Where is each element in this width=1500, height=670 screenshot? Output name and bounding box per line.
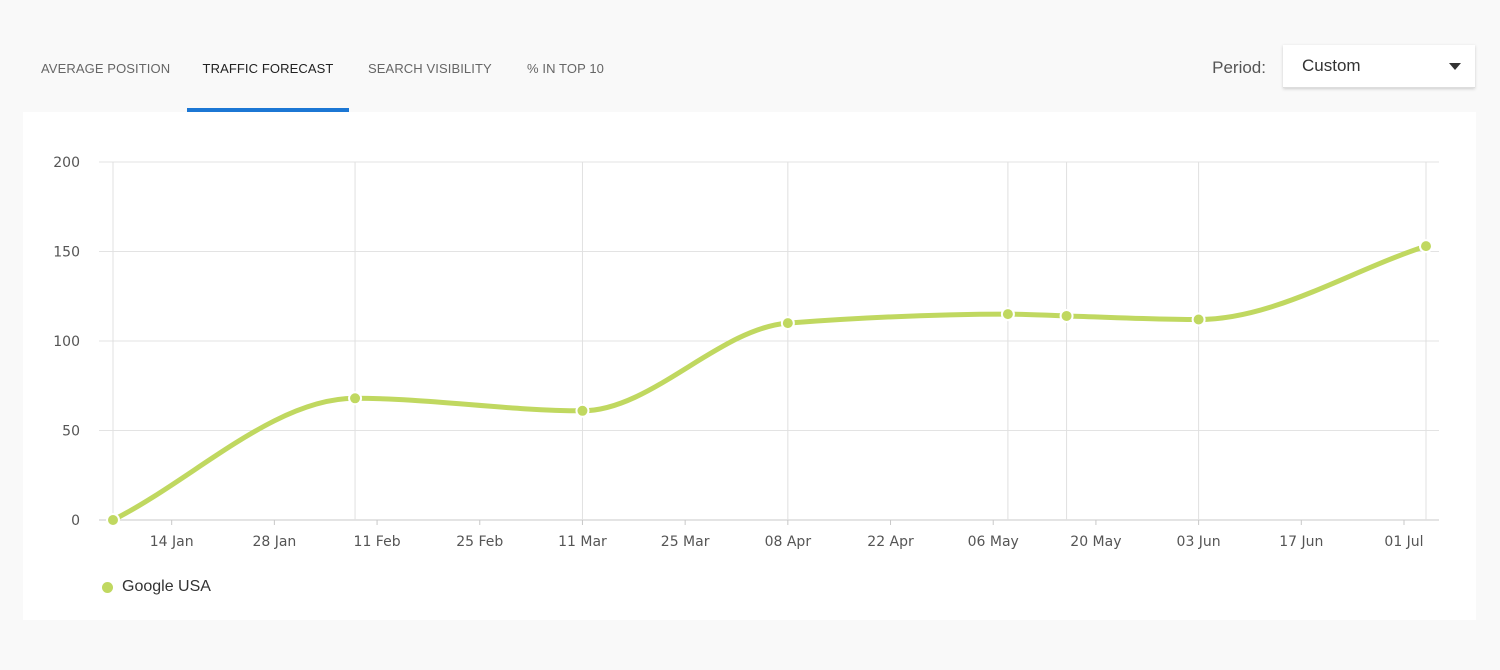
- x-tick-label: 06 May: [968, 534, 1019, 550]
- x-tick-label: 03 Jun: [1177, 534, 1221, 550]
- x-tick-label: 14 Jan: [150, 534, 194, 550]
- chart-tab-bar: AVERAGE POSITION TRAFFIC FORECAST SEARCH…: [0, 26, 1500, 112]
- data-point: [348, 391, 363, 406]
- tab-average-position[interactable]: AVERAGE POSITION: [41, 26, 170, 112]
- x-tick-label: 20 May: [1070, 534, 1121, 550]
- data-point: [1191, 312, 1206, 327]
- active-tab-indicator: [187, 108, 349, 112]
- data-point: [1419, 239, 1433, 254]
- y-tick-label: 100: [53, 334, 80, 350]
- series-line-google-usa: [110, 243, 1429, 523]
- x-tick-label: 22 Apr: [867, 534, 914, 550]
- x-tick-label: 25 Mar: [661, 534, 710, 550]
- x-tick-label: 08 Apr: [765, 534, 812, 550]
- data-point: [1059, 308, 1074, 323]
- x-tick-label: 25 Feb: [456, 534, 503, 550]
- caret-down-icon: [1449, 63, 1461, 70]
- data-point: [575, 403, 590, 418]
- tab-label: % IN TOP 10: [527, 61, 604, 76]
- x-tick-label: 01 Jul: [1384, 534, 1423, 550]
- tab-percent-in-top-10[interactable]: % IN TOP 10: [527, 26, 604, 112]
- y-tick-label: 50: [62, 424, 80, 440]
- tab-label: SEARCH VISIBILITY: [368, 61, 492, 76]
- period-select-value: Custom: [1302, 56, 1361, 75]
- legend-item-google-usa[interactable]: Google USA: [102, 576, 211, 598]
- tab-traffic-forecast[interactable]: TRAFFIC FORECAST: [187, 26, 349, 112]
- chart-panel: 0 50 100 150 200 14 Jan 28 Jan 11 Feb 25 Feb 11 M…: [23, 112, 1476, 620]
- y-tick-label: 150: [53, 245, 80, 261]
- tab-label: TRAFFIC FORECAST: [202, 61, 334, 76]
- line-chart: 0 50 100 150 200 14 Jan 28 Jan 11 Feb 25 Feb 11 M…: [53, 155, 1439, 550]
- data-point: [780, 316, 795, 331]
- period-label: Period:: [1212, 58, 1266, 77]
- y-tick-label: 200: [53, 155, 80, 171]
- x-tick-label: 17 Jun: [1279, 534, 1323, 550]
- x-tick-label: 28 Jan: [252, 534, 296, 550]
- tab-label: AVERAGE POSITION: [41, 61, 171, 76]
- tab-search-visibility[interactable]: SEARCH VISIBILITY: [368, 26, 492, 112]
- legend-marker: [102, 581, 113, 593]
- data-point: [106, 513, 120, 527]
- x-tick-label: 11 Mar: [558, 534, 607, 550]
- legend-label: Google USA: [122, 578, 211, 595]
- data-point: [1000, 307, 1015, 322]
- period-select[interactable]: Custom: [1283, 45, 1475, 88]
- y-tick-label: 0: [71, 513, 80, 529]
- x-tick-label: 11 Feb: [354, 534, 401, 550]
